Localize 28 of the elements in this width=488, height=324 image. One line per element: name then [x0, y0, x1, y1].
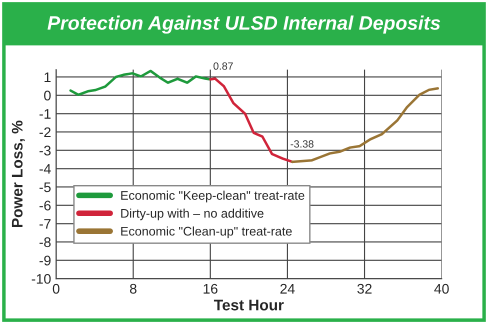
chart-title: Protection Against ULSD Internal Deposits	[48, 16, 440, 34]
line-series	[69, 70, 212, 96]
y-tick-label: -2	[40, 127, 51, 138]
annotation: 0.87	[214, 62, 233, 70]
legend-label: Economic "Keep-clean" treat-rate	[121, 190, 304, 202]
annotation: -3.38	[290, 140, 314, 148]
y-tick-label: -7	[40, 219, 51, 229]
x-tick-label: 0	[52, 284, 60, 294]
y-tick-label: -1	[40, 109, 51, 119]
legend-label: Dirty-up with – no additive	[121, 208, 264, 220]
x-tick-label: 24	[280, 284, 295, 294]
x-axis-title: Test Hour	[214, 300, 284, 310]
y-tick-label: -5	[40, 182, 51, 192]
y-tick-label: 0	[44, 90, 51, 100]
y-tick-label: -8	[40, 237, 51, 248]
x-tick-label: 8	[130, 284, 136, 294]
x-tick-label: 32	[357, 284, 372, 294]
y-tick-label: -6	[40, 200, 51, 210]
y-tick-label: -9	[40, 256, 51, 266]
line-series	[291, 87, 440, 164]
y-tick-label: -4	[40, 164, 51, 174]
x-tick-label: 16	[204, 284, 218, 294]
x-tick-label: 40	[434, 284, 449, 294]
y-axis-title: Power Loss, %	[12, 120, 25, 228]
y-tick-label: -10	[32, 274, 51, 284]
y-tick-label: -3	[40, 146, 51, 156]
legend-label: Economic "Clean-up" treat-rate	[121, 226, 292, 238]
y-tick-label: 1	[44, 72, 51, 82]
